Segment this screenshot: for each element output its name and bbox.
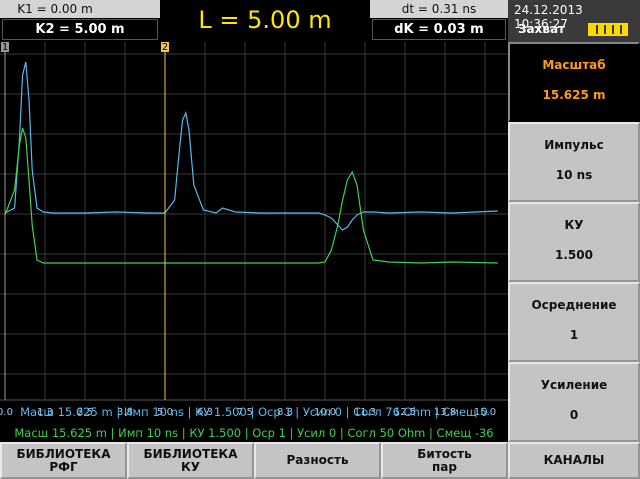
- bottom-button[interactable]: Разность: [254, 442, 381, 479]
- side-value: 10 ns: [555, 168, 593, 182]
- x-tick-label: 15.0: [474, 407, 496, 418]
- x-tick-label: 3.8: [117, 407, 133, 418]
- x-tick-label: 8.8: [277, 407, 293, 418]
- side-value: 1.500: [555, 248, 593, 262]
- trace: [4, 127, 498, 264]
- side-label: Усиление: [540, 378, 608, 392]
- side-button[interactable]: Импульс 10 ns: [508, 122, 640, 202]
- dk: dK = 0.03 m: [372, 19, 506, 40]
- x-tick-label: 7.5: [237, 407, 253, 418]
- button-text: БИБЛИОТЕКА: [16, 446, 111, 461]
- x-tick-label: 11.3: [354, 407, 376, 418]
- bottom-button[interactable]: КАНАЛЫ: [508, 442, 640, 479]
- cursor-tag: [1, 42, 9, 52]
- info-line: Масш 15.625 m | Имп 10 ns | КУ 1.500 | О…: [20, 405, 488, 419]
- k1: K1 = 0.00 m: [17, 2, 93, 16]
- side-label: Осреднение: [531, 298, 617, 312]
- bottom-button[interactable]: БИБЛИОТЕКА РФГ: [0, 442, 127, 479]
- cursor-tag: [161, 42, 169, 52]
- length: L = 5.00 m: [160, 0, 370, 41]
- side-value: 1: [569, 328, 579, 342]
- battery-icon: [588, 23, 628, 36]
- x-tick-label: 1.3: [37, 407, 53, 418]
- side-button[interactable]: КУ 1.500: [508, 202, 640, 282]
- x-tick-label: 6.3: [197, 407, 213, 418]
- side-label: Масштаб: [542, 58, 606, 72]
- cursor-label: 2: [162, 42, 168, 53]
- k2: K2 = 5.00 m: [2, 19, 158, 40]
- side-value: 0: [569, 408, 579, 422]
- x-tick-label: 0.0: [0, 407, 13, 418]
- side-label: КУ: [564, 218, 584, 232]
- trace: [4, 61, 498, 231]
- side-button[interactable]: Осреднение 1: [508, 282, 640, 362]
- side-label: Импульс: [544, 138, 604, 152]
- bottom-button[interactable]: Битость пар: [381, 442, 508, 479]
- button-text: БИБЛИОТЕКА: [143, 446, 238, 461]
- button-text: РФГ: [49, 459, 78, 474]
- x-tick-label: 5.0: [157, 407, 173, 418]
- status: 24.12.2013 10:36:27 Захват: [508, 0, 640, 42]
- button-text: Битость: [417, 446, 472, 461]
- x-tick-label: 2.5: [77, 407, 93, 418]
- button-text: Разность: [286, 453, 349, 467]
- x-tick-label: 13.8: [434, 407, 456, 418]
- side-button[interactable]: Усиление 0: [508, 362, 640, 442]
- cursor-label: 1: [2, 42, 8, 53]
- x-tick-label: 12.5: [394, 407, 416, 418]
- mode: Захват: [518, 22, 566, 36]
- button-text: КУ: [180, 459, 201, 474]
- button-text: КАНАЛЫ: [543, 453, 605, 467]
- info-line: Масш 15.625 m | Имп 10 ns | КУ 1.500 | О…: [14, 426, 494, 440]
- side-value: 15.625 m: [542, 88, 606, 102]
- dt: dt = 0.31 ns: [401, 2, 477, 16]
- datetime: 24.12.2013 10:36:27: [514, 3, 583, 31]
- button-text: пар: [432, 459, 457, 474]
- plot: 0.0 1.3 2.5 3.8 5.0 6.3 7.5 8.8 10.0 11.3 12.5 13.8…: [0, 42, 508, 418]
- side-button[interactable]: Масштаб 15.625 m: [508, 42, 640, 122]
- bottom-button[interactable]: БИБЛИОТЕКА КУ: [127, 442, 254, 479]
- x-tick-label: 10.0: [314, 407, 336, 418]
